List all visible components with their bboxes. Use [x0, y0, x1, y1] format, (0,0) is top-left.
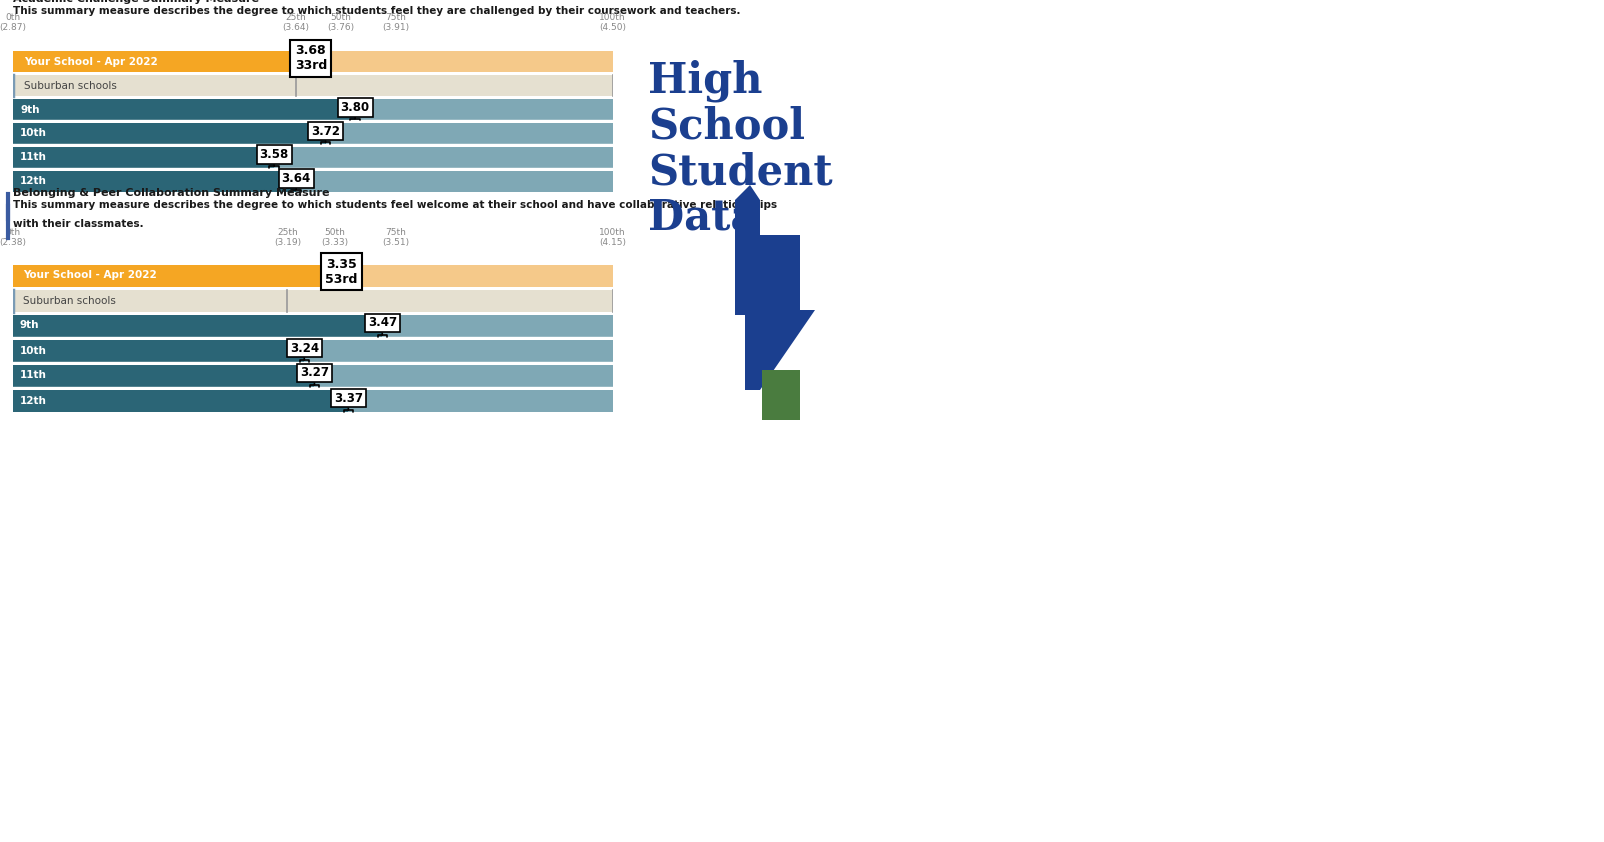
- Text: 0th: 0th: [5, 228, 21, 237]
- Text: (3.33): (3.33): [321, 238, 348, 247]
- Text: 50th: 50th: [324, 228, 345, 237]
- Bar: [13, 365, 314, 386]
- Bar: [297, 171, 613, 192]
- Bar: [13, 75, 613, 96]
- Text: (4.15): (4.15): [600, 238, 626, 247]
- Text: (3.19): (3.19): [274, 238, 302, 247]
- Bar: [311, 51, 613, 72]
- Text: 11th: 11th: [21, 152, 47, 163]
- Text: 10th: 10th: [19, 345, 47, 355]
- Text: High
School
Student
Data: High School Student Data: [648, 60, 832, 238]
- Bar: [13, 147, 274, 168]
- Bar: [326, 123, 613, 144]
- Text: 3.72: 3.72: [311, 125, 340, 144]
- Text: 3.64: 3.64: [282, 173, 311, 192]
- Text: (3.64): (3.64): [282, 23, 310, 32]
- Bar: [274, 147, 613, 168]
- Text: 3.35
53rd: 3.35 53rd: [326, 258, 358, 285]
- Bar: [13, 315, 382, 337]
- Text: 25th: 25th: [277, 228, 298, 237]
- Bar: [13, 264, 342, 286]
- Bar: [13, 290, 613, 312]
- Text: 9th: 9th: [21, 104, 40, 115]
- Text: Suburban schools: Suburban schools: [22, 296, 115, 306]
- Text: 75th: 75th: [385, 13, 406, 22]
- Text: 3.80: 3.80: [340, 101, 369, 120]
- Text: 9th: 9th: [19, 321, 38, 331]
- Text: with their classmates.: with their classmates.: [13, 219, 143, 228]
- Text: 100th: 100th: [600, 228, 626, 237]
- Text: (3.51): (3.51): [382, 238, 409, 247]
- Text: 3.68
33rd: 3.68 33rd: [295, 45, 327, 72]
- Bar: [348, 390, 613, 412]
- Text: 3.47: 3.47: [367, 317, 396, 337]
- Bar: [13, 123, 326, 144]
- Bar: [13, 339, 305, 361]
- Text: 10th: 10th: [21, 129, 47, 138]
- Bar: [342, 264, 613, 286]
- Text: This summary measure describes the degree to which students feel they are challe: This summary measure describes the degre…: [13, 6, 741, 16]
- Text: 3.24: 3.24: [290, 342, 319, 362]
- Text: 25th: 25th: [286, 13, 306, 22]
- Bar: [354, 99, 613, 120]
- Text: This summary measure describes the degree to which students feel welcome at thei: This summary measure describes the degre…: [13, 200, 776, 210]
- Text: 0th: 0th: [5, 13, 21, 22]
- Text: 50th: 50th: [330, 13, 351, 22]
- Text: 13: 13: [783, 396, 808, 414]
- Text: (3.91): (3.91): [382, 23, 409, 32]
- Text: 11th: 11th: [19, 370, 47, 381]
- Text: (2.38): (2.38): [0, 238, 26, 247]
- Bar: [314, 365, 613, 386]
- Text: (2.87): (2.87): [0, 23, 26, 32]
- Text: 3.37: 3.37: [334, 392, 363, 412]
- Text: (3.76): (3.76): [327, 23, 354, 32]
- Bar: [13, 171, 297, 192]
- Bar: [13, 390, 348, 412]
- Text: Suburban schools: Suburban schools: [24, 81, 117, 91]
- Bar: [13, 51, 311, 72]
- Text: Belonging & Peer Collaboration Summary Measure: Belonging & Peer Collaboration Summary M…: [13, 188, 329, 198]
- Text: Your School - Apr 2022: Your School - Apr 2022: [24, 57, 157, 67]
- Bar: [305, 339, 613, 361]
- Text: 12th: 12th: [21, 176, 47, 186]
- Text: 12th: 12th: [19, 396, 47, 406]
- Text: 3.58: 3.58: [260, 148, 289, 168]
- Bar: [382, 315, 613, 337]
- Text: 100th: 100th: [600, 13, 626, 22]
- Text: (4.50): (4.50): [600, 23, 626, 32]
- Text: 75th: 75th: [385, 228, 406, 237]
- Text: 3.27: 3.27: [300, 366, 329, 386]
- Text: Your School - Apr 2022: Your School - Apr 2022: [22, 270, 157, 280]
- Text: Academic Challenge Summary Measure: Academic Challenge Summary Measure: [13, 0, 258, 4]
- Bar: [13, 99, 354, 120]
